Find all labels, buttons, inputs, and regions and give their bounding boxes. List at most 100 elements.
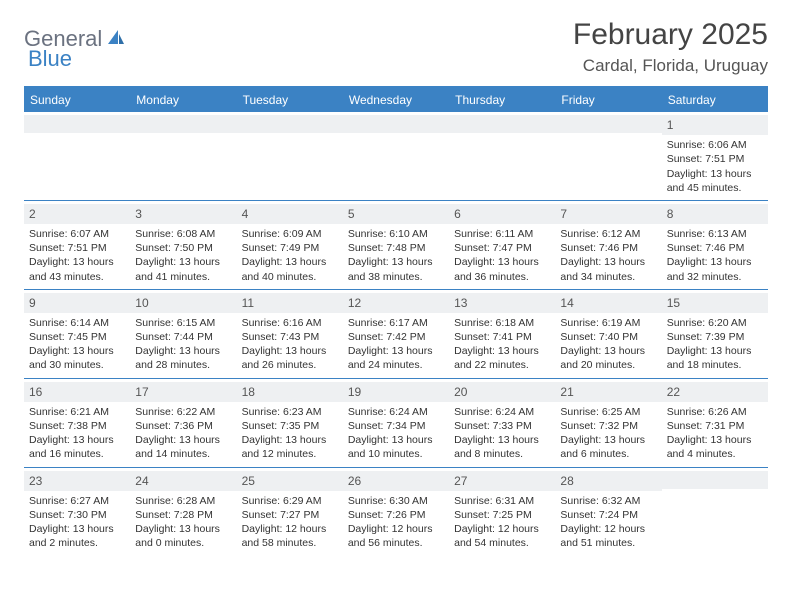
empty-cell (237, 112, 343, 200)
day-cell: 2Sunrise: 6:07 AMSunset: 7:51 PMDaylight… (24, 201, 130, 289)
sunrise-text: Sunrise: 6:24 AM (348, 405, 444, 419)
day-number: 14 (560, 296, 573, 310)
daynum-band: 9 (24, 293, 130, 313)
sunset-text: Sunset: 7:39 PM (667, 330, 763, 344)
daylight-text: Daylight: 13 hours and 36 minutes. (454, 255, 550, 283)
sunrise-text: Sunrise: 6:26 AM (667, 405, 763, 419)
daylight-text: Daylight: 13 hours and 32 minutes. (667, 255, 763, 283)
daylight-text: Daylight: 12 hours and 58 minutes. (242, 522, 338, 550)
week-row: 9Sunrise: 6:14 AMSunset: 7:45 PMDaylight… (24, 289, 768, 378)
daynum-band: 14 (555, 293, 661, 313)
daynum-band: 6 (449, 204, 555, 224)
sunrise-text: Sunrise: 6:08 AM (135, 227, 231, 241)
sunrise-text: Sunrise: 6:11 AM (454, 227, 550, 241)
sunrise-text: Sunrise: 6:22 AM (135, 405, 231, 419)
dayhead-thu: Thursday (449, 88, 555, 112)
sunset-text: Sunset: 7:47 PM (454, 241, 550, 255)
sunset-text: Sunset: 7:51 PM (29, 241, 125, 255)
sunset-text: Sunset: 7:43 PM (242, 330, 338, 344)
daynum-band: 2 (24, 204, 130, 224)
daylight-text: Daylight: 13 hours and 20 minutes. (560, 344, 656, 372)
sunset-text: Sunset: 7:41 PM (454, 330, 550, 344)
day-number: 25 (242, 474, 255, 488)
daynum-band: 7 (555, 204, 661, 224)
sunrise-text: Sunrise: 6:16 AM (242, 316, 338, 330)
sunset-text: Sunset: 7:51 PM (667, 152, 763, 166)
sunset-text: Sunset: 7:27 PM (242, 508, 338, 522)
day-number: 18 (242, 385, 255, 399)
sunset-text: Sunset: 7:38 PM (29, 419, 125, 433)
empty-cell (662, 468, 768, 556)
daylight-text: Daylight: 13 hours and 2 minutes. (29, 522, 125, 550)
daylight-text: Daylight: 13 hours and 22 minutes. (454, 344, 550, 372)
daynum-band: 19 (343, 382, 449, 402)
day-number: 1 (667, 118, 674, 132)
week-row: 23Sunrise: 6:27 AMSunset: 7:30 PMDayligh… (24, 467, 768, 556)
daynum-band (662, 471, 768, 489)
sunset-text: Sunset: 7:40 PM (560, 330, 656, 344)
daynum-band (343, 115, 449, 133)
sunset-text: Sunset: 7:48 PM (348, 241, 444, 255)
day-number: 28 (560, 474, 573, 488)
sunset-text: Sunset: 7:35 PM (242, 419, 338, 433)
dayhead-fri: Friday (555, 88, 661, 112)
day-cell: 7Sunrise: 6:12 AMSunset: 7:46 PMDaylight… (555, 201, 661, 289)
day-cell: 21Sunrise: 6:25 AMSunset: 7:32 PMDayligh… (555, 379, 661, 467)
daylight-text: Daylight: 12 hours and 56 minutes. (348, 522, 444, 550)
sunset-text: Sunset: 7:31 PM (667, 419, 763, 433)
day-cell: 22Sunrise: 6:26 AMSunset: 7:31 PMDayligh… (662, 379, 768, 467)
day-cell: 25Sunrise: 6:29 AMSunset: 7:27 PMDayligh… (237, 468, 343, 556)
dayhead-mon: Monday (130, 88, 236, 112)
sunset-text: Sunset: 7:46 PM (667, 241, 763, 255)
daylight-text: Daylight: 13 hours and 38 minutes. (348, 255, 444, 283)
sunset-text: Sunset: 7:28 PM (135, 508, 231, 522)
day-number: 11 (242, 296, 254, 310)
daynum-band: 11 (237, 293, 343, 313)
daynum-band: 23 (24, 471, 130, 491)
daynum-band: 13 (449, 293, 555, 313)
daylight-text: Daylight: 13 hours and 8 minutes. (454, 433, 550, 461)
day-cell: 28Sunrise: 6:32 AMSunset: 7:24 PMDayligh… (555, 468, 661, 556)
title-block: February 2025 Cardal, Florida, Uruguay (573, 18, 768, 76)
sunrise-text: Sunrise: 6:06 AM (667, 138, 763, 152)
day-number: 2 (29, 207, 36, 221)
day-cell: 24Sunrise: 6:28 AMSunset: 7:28 PMDayligh… (130, 468, 236, 556)
sunset-text: Sunset: 7:26 PM (348, 508, 444, 522)
day-cell: 5Sunrise: 6:10 AMSunset: 7:48 PMDaylight… (343, 201, 449, 289)
daynum-band: 18 (237, 382, 343, 402)
sunrise-text: Sunrise: 6:12 AM (560, 227, 656, 241)
day-number: 16 (29, 385, 42, 399)
sunset-text: Sunset: 7:25 PM (454, 508, 550, 522)
daynum-band: 3 (130, 204, 236, 224)
sunset-text: Sunset: 7:32 PM (560, 419, 656, 433)
sunset-text: Sunset: 7:46 PM (560, 241, 656, 255)
daylight-text: Daylight: 13 hours and 18 minutes. (667, 344, 763, 372)
daynum-band: 26 (343, 471, 449, 491)
sunrise-text: Sunrise: 6:15 AM (135, 316, 231, 330)
sunset-text: Sunset: 7:44 PM (135, 330, 231, 344)
daylight-text: Daylight: 13 hours and 28 minutes. (135, 344, 231, 372)
day-number: 10 (135, 296, 148, 310)
sunset-text: Sunset: 7:45 PM (29, 330, 125, 344)
day-number: 4 (242, 207, 249, 221)
daynum-band: 1 (662, 115, 768, 135)
month-title: February 2025 (573, 18, 768, 52)
sunset-text: Sunset: 7:49 PM (242, 241, 338, 255)
day-cell: 12Sunrise: 6:17 AMSunset: 7:42 PMDayligh… (343, 290, 449, 378)
day-number: 12 (348, 296, 361, 310)
day-number: 13 (454, 296, 467, 310)
day-cell: 6 Sunrise: 6:11 AMSunset: 7:47 PMDaylight… (449, 201, 555, 289)
sunrise-text: Sunrise: 6:21 AM (29, 405, 125, 419)
daynum-band: 17 (130, 382, 236, 402)
day-cell: 9Sunrise: 6:14 AMSunset: 7:45 PMDaylight… (24, 290, 130, 378)
sunrise-text: Sunrise: 6:25 AM (560, 405, 656, 419)
sunrise-text: Sunrise: 6:07 AM (29, 227, 125, 241)
day-cell: 19Sunrise: 6:24 AMSunset: 7:34 PMDayligh… (343, 379, 449, 467)
empty-cell (343, 112, 449, 200)
header: General February 2025 Cardal, Florida, U… (24, 18, 768, 76)
sunrise-text: Sunrise: 6:32 AM (560, 494, 656, 508)
day-cell: 18Sunrise: 6:23 AMSunset: 7:35 PMDayligh… (237, 379, 343, 467)
day-cell: 13Sunrise: 6:18 AMSunset: 7:41 PMDayligh… (449, 290, 555, 378)
day-cell: 16Sunrise: 6:21 AMSunset: 7:38 PMDayligh… (24, 379, 130, 467)
day-cell: 20Sunrise: 6:24 AMSunset: 7:33 PMDayligh… (449, 379, 555, 467)
